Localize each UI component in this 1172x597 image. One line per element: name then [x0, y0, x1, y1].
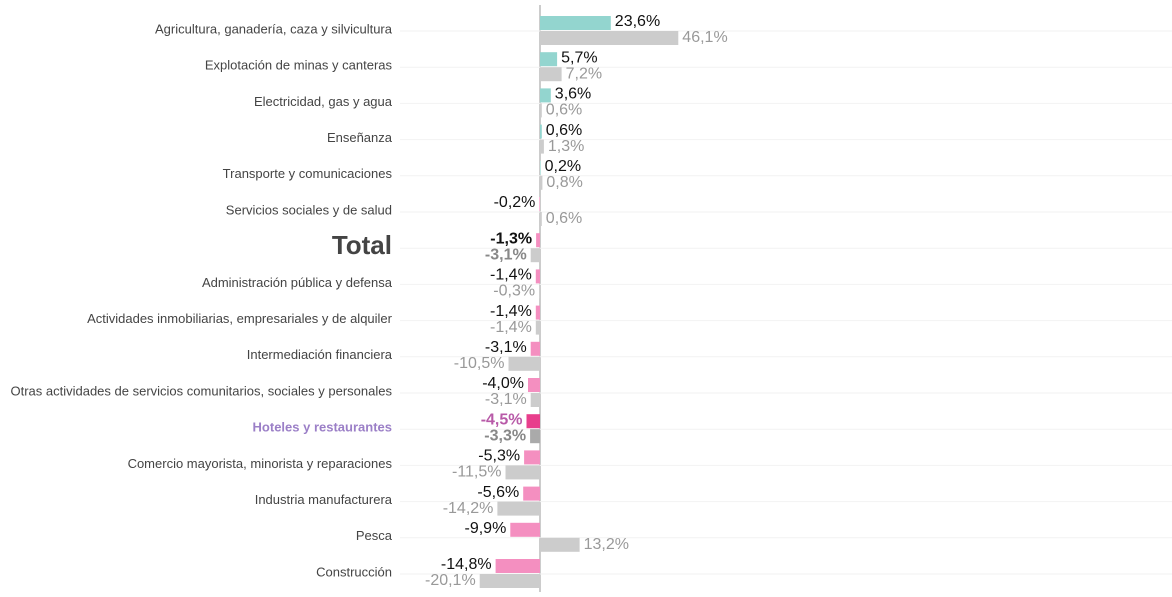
value-label: -14,8%: [441, 556, 492, 573]
bar: [540, 31, 679, 45]
category-label: Explotación de minas y canteras: [205, 58, 393, 73]
bar: [540, 16, 611, 30]
value-label: -1,3%: [490, 230, 532, 247]
value-label: 7,2%: [566, 65, 602, 82]
category-label: Pesca: [356, 528, 393, 543]
category-label: Servicios sociales y de salud: [226, 202, 392, 217]
bar: [540, 124, 542, 139]
bar: [526, 414, 540, 429]
bar: [535, 305, 540, 320]
category-label: Comercio mayorista, minorista y reparaci…: [128, 456, 393, 471]
bar: [539, 284, 540, 299]
value-label: -5,6%: [477, 484, 519, 501]
bar: [540, 160, 541, 175]
category-label: Hoteles y restaurantes: [253, 420, 392, 435]
value-label: -0,2%: [494, 194, 536, 211]
category-label: Industria manufacturera: [255, 492, 393, 507]
category-label: Enseñanza: [327, 130, 393, 145]
bar: [523, 486, 540, 501]
bar: [530, 429, 540, 444]
category-label: Otras actividades de servicios comunitar…: [10, 383, 392, 398]
value-label: 0,8%: [546, 174, 582, 191]
bar: [530, 248, 540, 263]
value-label: -1,4%: [490, 267, 532, 284]
value-label: 3,6%: [555, 86, 591, 103]
bar: [508, 356, 540, 371]
bar: [540, 52, 558, 67]
value-label: 0,2%: [545, 158, 581, 175]
value-label: -1,4%: [490, 319, 532, 336]
bar: [497, 501, 540, 516]
value-label: 5,7%: [561, 49, 597, 66]
value-label: 23,6%: [615, 13, 660, 30]
value-label: 0,6%: [546, 122, 582, 139]
bar: [540, 103, 542, 118]
value-label: 1,3%: [548, 138, 584, 155]
value-label: -1,4%: [490, 303, 532, 320]
value-label: -20,1%: [425, 572, 476, 589]
bar: [530, 341, 540, 356]
category-label: Administración pública y defensa: [202, 275, 393, 290]
category-label: Total: [332, 230, 392, 260]
value-label: 0,6%: [546, 210, 582, 227]
value-label: -10,5%: [454, 355, 505, 372]
bar: [535, 320, 540, 335]
value-label: -0,3%: [493, 283, 535, 300]
value-label: -3,1%: [485, 246, 527, 263]
value-label: -4,0%: [482, 375, 524, 392]
bar: [540, 67, 562, 82]
bar: [540, 537, 580, 552]
category-label: Transporte y comunicaciones: [223, 166, 393, 181]
bar: [539, 197, 540, 211]
bar: [535, 269, 540, 284]
bar: [540, 212, 542, 226]
bar: [505, 465, 540, 480]
value-label: -4,5%: [481, 411, 523, 428]
value-label: -3,3%: [484, 427, 526, 444]
category-label: Construcción: [316, 564, 392, 579]
value-label: -14,2%: [443, 500, 494, 517]
bar: [479, 574, 540, 588]
category-label: Intermediación financiera: [247, 347, 393, 362]
bar: [524, 450, 540, 465]
bar: [540, 139, 544, 154]
bar: [530, 393, 540, 407]
category-label: Electricidad, gas y agua: [254, 94, 393, 109]
category-label: Agricultura, ganadería, caza y silvicult…: [155, 21, 393, 36]
value-label: -11,5%: [452, 464, 502, 481]
bar: [510, 522, 540, 537]
value-label: 0,6%: [546, 102, 582, 119]
bar: [536, 233, 540, 248]
value-label: -3,1%: [485, 339, 527, 356]
value-label: 46,1%: [682, 29, 727, 46]
value-label: -3,1%: [485, 391, 527, 408]
bar: [495, 559, 540, 573]
bar: [540, 175, 543, 190]
value-label: -5,3%: [478, 448, 520, 465]
value-label: 13,2%: [584, 536, 629, 553]
value-label: -9,9%: [465, 520, 507, 537]
bar: [528, 378, 540, 392]
bar: [540, 88, 551, 103]
category-label: Actividades inmobiliarias, empresariales…: [87, 311, 393, 326]
